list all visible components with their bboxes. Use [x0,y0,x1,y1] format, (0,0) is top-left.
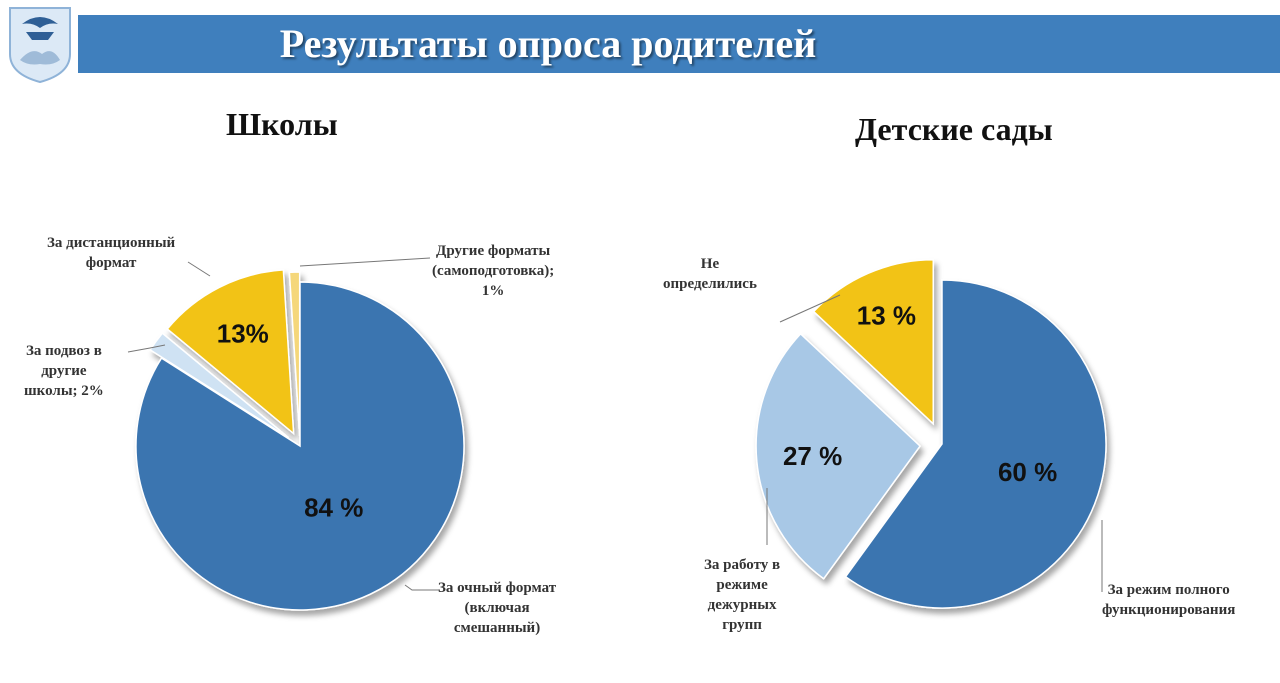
chart-title-kindergartens: Детские сады [855,111,1053,147]
pie1-slice-2 [166,269,295,436]
label-school-fulltime: За очный формат (включая смешанный) [438,580,557,636]
label-school-other: Другие форматы (самоподготовка); 1% [432,243,555,299]
pie2-slice-2 [812,259,935,426]
pie1-value-label-0: 84 % [304,492,363,522]
pie2-value-label-1: 27 % [783,441,842,471]
pie1-slice-0 [135,281,465,611]
label-school-transport: За подвоз в другие школы; 2% [24,343,104,399]
pie2-value-label-0: 60 % [998,457,1057,487]
pie2-value-label-2: 13 % [857,301,916,331]
pie1-value-label-2: 13% [217,319,269,349]
label-kg-duty: За работу в режиме дежурных групп [704,557,781,633]
label-kg-full: За режим полного функционирования [1102,582,1236,618]
chart-title-schools: Школы [226,106,338,142]
title-banner [78,15,1280,73]
pie2-slice-1 [755,332,922,580]
pie1-slice-3 [288,271,301,437]
pie2-slice-0 [844,279,1107,609]
label-kg-undecided: Не определились [663,256,757,292]
pie-kindergartens [755,259,1107,609]
label-school-remote: За дистанционный формат [47,235,176,271]
pie1-slice-1 [149,332,290,439]
leader-lines [127,257,1103,592]
page-title: Результаты опроса родителей [279,21,817,66]
pie-schools [135,269,465,611]
coat-of-arms-icon [9,7,71,84]
